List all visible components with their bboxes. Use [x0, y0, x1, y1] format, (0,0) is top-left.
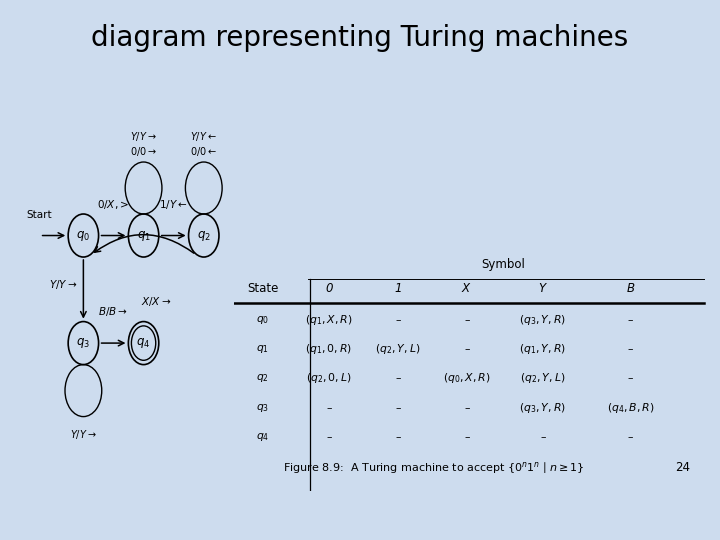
Text: $(q_0, X, R)$: $(q_0, X, R)$ [443, 372, 491, 386]
Text: Figure 8.9:  A Turing machine to accept $\{0^n1^n \mid n \geq 1\}$: Figure 8.9: A Turing machine to accept $… [283, 460, 585, 476]
Text: –: – [464, 344, 469, 354]
Text: $q_1$: $q_1$ [256, 343, 269, 355]
Text: $Y/Y\rightarrow$
$0/0\rightarrow$: $Y/Y\rightarrow$ $0/0\rightarrow$ [130, 130, 157, 158]
Text: $Y/Y\leftarrow$
$0/0\leftarrow$: $Y/Y\leftarrow$ $0/0\leftarrow$ [190, 130, 217, 158]
Text: $q_4$: $q_4$ [137, 336, 150, 350]
Text: diagram representing Turing machines: diagram representing Turing machines [91, 24, 629, 52]
Text: $1/Y\leftarrow$: $1/Y\leftarrow$ [159, 198, 188, 211]
Text: –: – [540, 432, 546, 442]
Text: $X/X\rightarrow$: $X/X\rightarrow$ [141, 295, 171, 308]
Text: $B$: $B$ [626, 282, 636, 295]
Text: –: – [628, 344, 634, 354]
Text: –: – [326, 403, 332, 413]
Text: State: State [247, 282, 278, 295]
Text: $(q_1, Y, R)$: $(q_1, Y, R)$ [519, 342, 567, 356]
Text: –: – [395, 432, 401, 442]
Text: $(q_2, Y, L)$: $(q_2, Y, L)$ [520, 372, 566, 386]
Text: $q_1$: $q_1$ [137, 228, 150, 242]
Text: –: – [464, 403, 469, 413]
Text: –: – [395, 403, 401, 413]
Text: –: – [326, 432, 332, 442]
Text: 0: 0 [325, 282, 333, 295]
Text: $0/X,$>: $0/X,$> [97, 198, 130, 211]
Text: $q_3$: $q_3$ [76, 336, 91, 350]
Text: –: – [395, 315, 401, 325]
Text: $q_3$: $q_3$ [256, 402, 269, 414]
Text: –: – [628, 315, 634, 325]
Text: $(q_3, Y, R)$: $(q_3, Y, R)$ [519, 313, 567, 327]
Text: –: – [464, 432, 469, 442]
Text: $X$: $X$ [462, 282, 472, 295]
Text: 1: 1 [394, 282, 402, 295]
Text: $q_4$: $q_4$ [256, 431, 269, 443]
Text: –: – [628, 373, 634, 383]
Text: $Y/Y\rightarrow$: $Y/Y\rightarrow$ [48, 278, 77, 291]
Text: –: – [628, 432, 634, 442]
Text: $(q_1, 0, R)$: $(q_1, 0, R)$ [305, 342, 353, 356]
Text: $Y/Y\rightarrow$: $Y/Y\rightarrow$ [70, 428, 96, 441]
Text: $B/B\rightarrow$: $B/B\rightarrow$ [99, 306, 128, 319]
Text: –: – [395, 373, 401, 383]
Text: $(q_2, Y, L)$: $(q_2, Y, L)$ [375, 342, 420, 356]
Text: $(q_3, Y, R)$: $(q_3, Y, R)$ [519, 401, 567, 415]
Text: $(q_1, X, R)$: $(q_1, X, R)$ [305, 313, 353, 327]
Text: $q_0$: $q_0$ [256, 314, 269, 326]
Text: $(q_2, 0, L)$: $(q_2, 0, L)$ [306, 372, 352, 386]
Text: Start: Start [27, 210, 53, 220]
Text: $q_2$: $q_2$ [197, 228, 211, 242]
Text: Symbol: Symbol [482, 258, 526, 271]
Text: $q_2$: $q_2$ [256, 373, 269, 384]
Text: –: – [464, 315, 469, 325]
Text: $q_0$: $q_0$ [76, 228, 91, 242]
Text: $Y$: $Y$ [538, 282, 548, 295]
Text: 24: 24 [675, 461, 690, 475]
Text: $(q_4, B, R)$: $(q_4, B, R)$ [607, 401, 654, 415]
